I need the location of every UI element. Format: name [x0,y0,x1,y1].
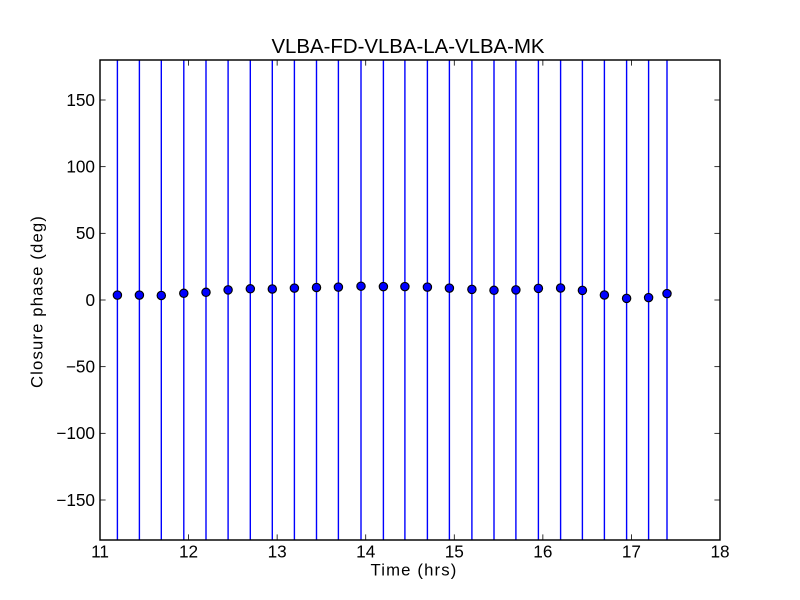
svg-text:−150: −150 [56,490,95,510]
svg-text:16: 16 [533,542,552,562]
svg-text:Closure phase (deg): Closure phase (deg) [28,215,47,388]
svg-text:15: 15 [445,542,464,562]
svg-text:150: 150 [66,90,95,110]
svg-text:50: 50 [76,223,95,243]
svg-text:VLBA-FD-VLBA-LA-VLBA-MK: VLBA-FD-VLBA-LA-VLBA-MK [271,36,544,58]
svg-text:0: 0 [85,290,95,310]
svg-text:11: 11 [91,542,109,562]
svg-text:12: 12 [179,542,198,562]
svg-text:18: 18 [710,542,729,562]
svg-text:Time (hrs): Time (hrs) [371,561,458,580]
svg-text:14: 14 [356,542,376,562]
svg-text:−50: −50 [66,357,95,377]
svg-text:13: 13 [268,542,287,562]
svg-text:17: 17 [622,542,641,562]
svg-text:−100: −100 [56,423,95,443]
svg-text:100: 100 [66,157,95,177]
